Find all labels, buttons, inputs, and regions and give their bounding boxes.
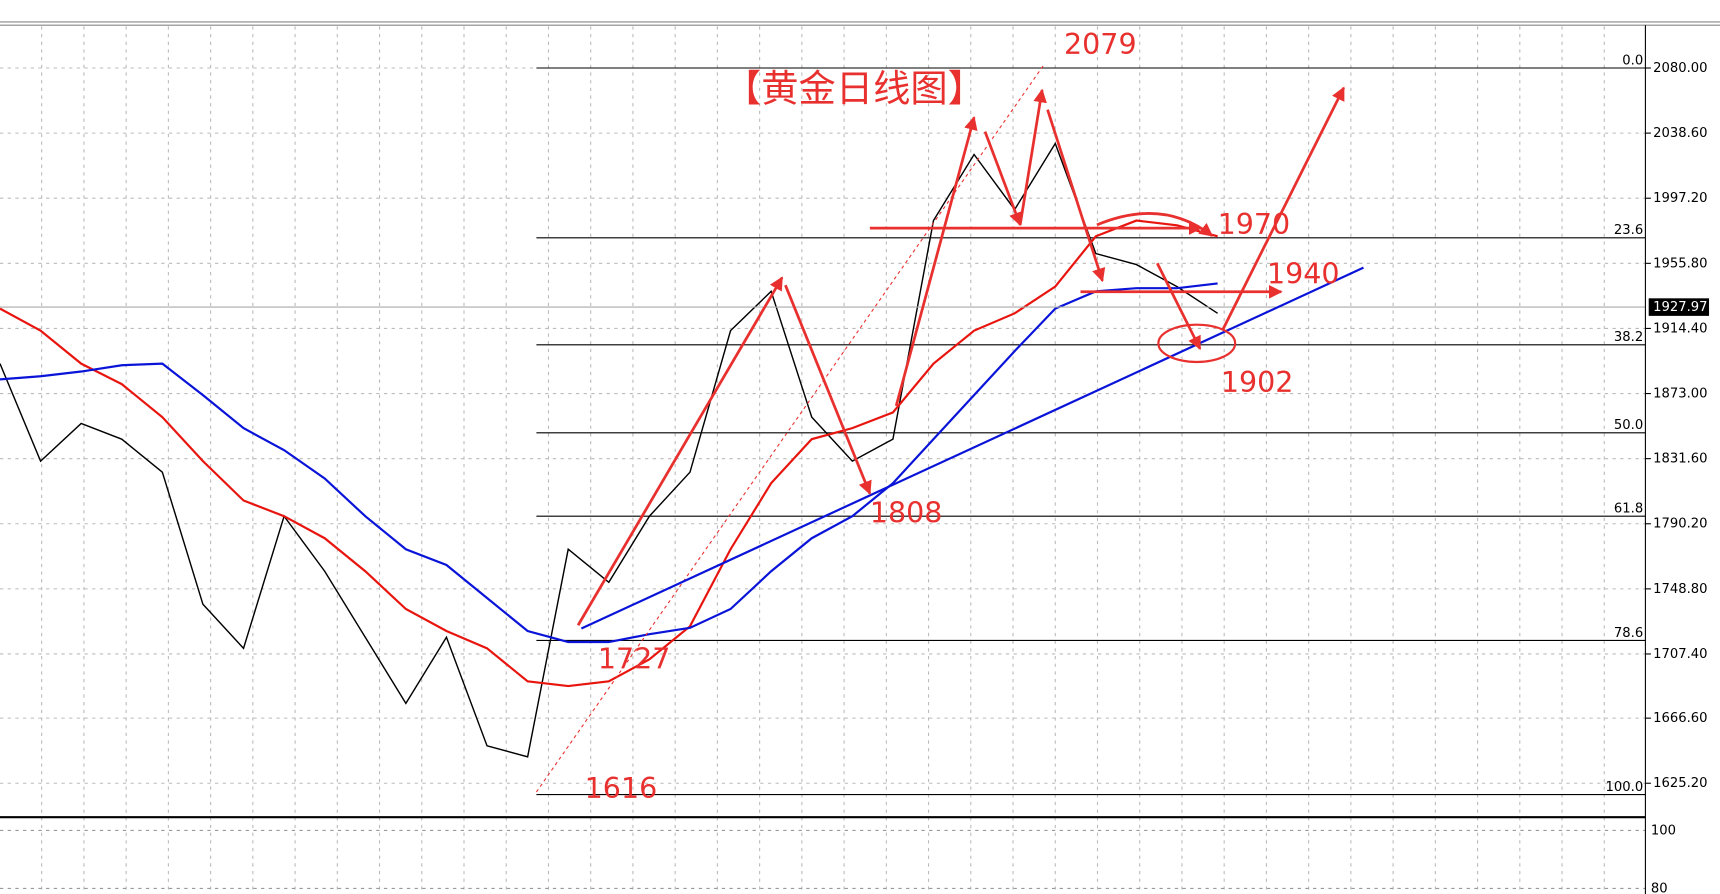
annotation: 1940 xyxy=(1267,257,1340,290)
arrow xyxy=(1046,109,1106,283)
price-label: 1927.97 xyxy=(1653,300,1707,315)
arrow xyxy=(983,131,1023,227)
y-tick-label: 1873.00 xyxy=(1653,387,1707,402)
fib-diagonal xyxy=(535,65,1044,793)
annotation: 1616 xyxy=(585,772,658,805)
arrow xyxy=(894,116,978,407)
y-tick-label: 1748.80 xyxy=(1653,582,1707,597)
y-tick-label: 80 xyxy=(1651,881,1668,894)
annotation: 1727 xyxy=(598,642,671,675)
fib-label: 38.2 xyxy=(1614,330,1643,345)
y-tick-label: 1914.40 xyxy=(1653,321,1707,336)
fib-label: 78.6 xyxy=(1614,626,1643,641)
y-tick-label: 1831.60 xyxy=(1653,452,1707,467)
y-tick-label: 1666.60 xyxy=(1653,711,1707,726)
y-tick-label: 1955.80 xyxy=(1653,256,1707,271)
y-tick-label: 100 xyxy=(1651,823,1676,838)
y-tick-label: 1707.40 xyxy=(1653,647,1707,662)
arrow xyxy=(1018,88,1047,226)
v-grid-group xyxy=(41,26,1605,894)
fib-label: 0.0 xyxy=(1622,53,1643,68)
fib-label: 61.8 xyxy=(1614,502,1643,517)
circle-mark xyxy=(1157,323,1237,364)
annotation: 1808 xyxy=(870,496,943,529)
arrows xyxy=(576,86,1345,626)
annotation: 1902 xyxy=(1221,366,1294,399)
price-box xyxy=(1648,298,1710,316)
arrow xyxy=(576,276,784,626)
trend-line xyxy=(580,266,1364,630)
arrow xyxy=(1096,212,1214,237)
y-tick-label: 2038.60 xyxy=(1653,126,1707,141)
plot xyxy=(0,67,1646,890)
y-tick-label: 1790.20 xyxy=(1653,517,1707,532)
arrow xyxy=(1156,262,1202,351)
chart-title: 【黄金日线图】 xyxy=(724,67,985,111)
series-line xyxy=(0,219,1218,688)
y-tick-label: 2080.00 xyxy=(1653,61,1707,76)
annotation: 1970 xyxy=(1218,208,1291,241)
fib-label: 100.0 xyxy=(1606,780,1644,795)
fib-label: 23.6 xyxy=(1614,223,1643,238)
arrow xyxy=(1221,86,1345,330)
arrow xyxy=(784,284,872,495)
annotation: 2079 xyxy=(1064,28,1137,61)
y-tick-label: 1997.20 xyxy=(1653,191,1707,206)
series-line xyxy=(0,282,1218,644)
y-tick-label: 1625.20 xyxy=(1653,776,1707,791)
fib-label: 50.0 xyxy=(1614,418,1643,433)
